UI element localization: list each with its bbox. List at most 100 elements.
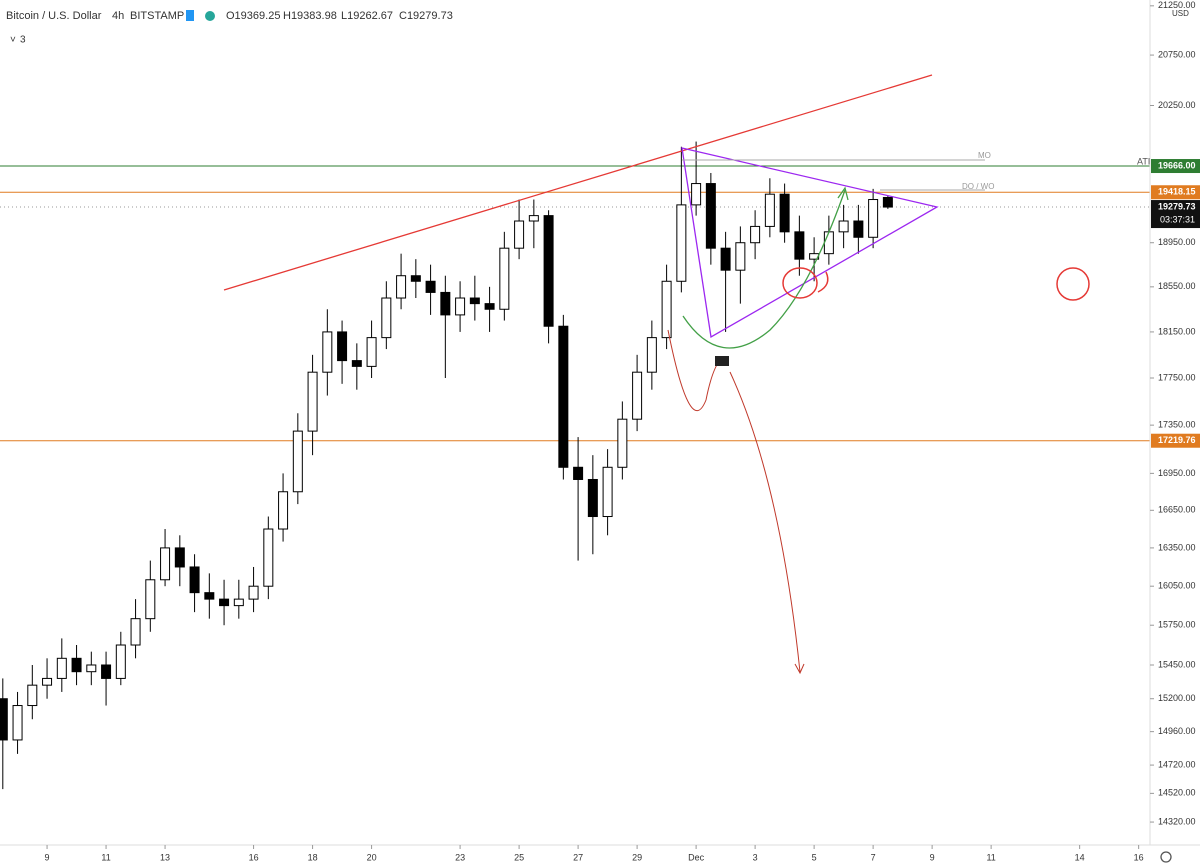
candle-body	[558, 325, 569, 468]
settings-icon[interactable]	[1160, 851, 1172, 863]
x-tick-label: 13	[160, 852, 170, 862]
circle-mark	[1056, 267, 1090, 301]
cart-icon	[715, 356, 729, 366]
candle-body	[56, 657, 67, 679]
annotation: MO	[978, 151, 991, 160]
y-tick-label: 14720.00	[1158, 759, 1196, 769]
candle-body	[646, 337, 657, 373]
candle-body	[587, 478, 598, 518]
indicators-count[interactable]: 3	[20, 35, 26, 46]
candle-body	[794, 231, 805, 260]
candle-body	[12, 705, 23, 741]
x-tick-label: 18	[308, 852, 318, 862]
ohlc-open: O19369.25	[226, 10, 280, 22]
x-tick-label: 27	[573, 852, 583, 862]
candle-body	[838, 220, 849, 233]
annotation: DO / WO	[962, 182, 994, 191]
candle-body	[337, 331, 348, 362]
candle-body	[160, 547, 171, 581]
y-tick-label: 18950.00	[1158, 237, 1196, 247]
candle-body	[499, 247, 510, 310]
candle-body	[617, 418, 628, 468]
ohlc-close: C19279.73	[399, 10, 453, 22]
candle-body	[514, 220, 525, 249]
candle-body	[233, 598, 244, 607]
candle-body	[602, 466, 613, 518]
circle-mark	[782, 267, 818, 299]
candle-body	[573, 466, 584, 480]
x-tick-label: 16	[1134, 852, 1144, 862]
candle-body	[219, 598, 230, 607]
candle-body	[189, 566, 200, 594]
x-tick-label: 3	[753, 852, 758, 862]
candle-body	[868, 199, 879, 238]
candle-body	[248, 585, 259, 600]
y-tick-label: 16350.00	[1158, 542, 1196, 552]
candle-body	[528, 215, 539, 222]
candle-body	[351, 360, 362, 367]
y-tick-label: 17750.00	[1158, 372, 1196, 382]
countdown: 03:37:31	[1160, 214, 1195, 224]
x-tick-label: Dec	[688, 852, 705, 862]
candle-body	[42, 677, 53, 686]
arrow-head	[794, 663, 805, 675]
candle-body	[632, 371, 643, 420]
x-tick-label: 20	[367, 852, 377, 862]
y-tick-label: 16950.00	[1158, 468, 1196, 478]
y-tick-label: 20250.00	[1158, 100, 1196, 110]
candle-body	[661, 280, 672, 339]
candle-body	[750, 225, 761, 244]
triangle	[681, 147, 939, 339]
y-tick-label: 18150.00	[1158, 326, 1196, 336]
y-tick-label: 21250.00	[1158, 0, 1196, 10]
plot	[0, 141, 1150, 790]
candle-body	[292, 430, 303, 493]
y-tick-label: 14320.00	[1158, 816, 1196, 826]
y-tick-label: 16650.00	[1158, 505, 1196, 515]
y-tick-label: 17350.00	[1158, 420, 1196, 430]
candle-body	[455, 297, 466, 316]
symbol-title: Bitcoin / U.S. Dollar	[6, 10, 102, 22]
candle-body	[396, 275, 407, 299]
price-label: 19666.00	[1158, 160, 1196, 170]
ohlc-high: H19383.98	[283, 10, 337, 22]
candle-body	[115, 644, 126, 679]
candle-body	[823, 231, 834, 255]
candle-body	[366, 337, 377, 367]
candle-body	[484, 303, 495, 310]
ohlc-low: L19262.67	[341, 10, 393, 22]
price-label-box	[1151, 159, 1200, 174]
candle-body	[410, 275, 421, 282]
price-label: 19418.15	[1158, 187, 1196, 197]
candle-body	[322, 331, 333, 373]
x-tick-label: 16	[249, 852, 259, 862]
price-axis	[1150, 0, 1200, 845]
x-tick-label: 5	[812, 852, 817, 862]
last-price-label: 19279.73	[1158, 201, 1196, 211]
candle-body	[882, 196, 893, 208]
projection-curve	[729, 371, 801, 673]
y-tick-label: 15200.00	[1158, 693, 1196, 703]
candle-body	[71, 657, 82, 673]
candle-body	[145, 579, 156, 620]
flag-icon	[186, 10, 194, 21]
candle-body	[705, 183, 716, 249]
candle-body	[130, 618, 141, 646]
y-tick-label: 16050.00	[1158, 581, 1196, 591]
trend-line	[223, 74, 933, 291]
price-label-box	[1151, 185, 1200, 200]
candle-body	[86, 664, 97, 673]
candle-body	[204, 592, 215, 600]
arrow-head	[837, 186, 849, 201]
y-tick-label: 14960.00	[1158, 726, 1196, 736]
x-tick-label: 11	[986, 852, 995, 862]
candle-body	[101, 664, 112, 679]
candle-body	[676, 204, 687, 282]
status-icon	[205, 11, 215, 21]
collapse-icon[interactable]: ˅	[10, 35, 16, 46]
candle-body	[691, 183, 702, 206]
y-tick-label: 15750.00	[1158, 620, 1196, 630]
x-tick-label: 14	[1075, 852, 1085, 862]
candle-body	[307, 371, 318, 432]
